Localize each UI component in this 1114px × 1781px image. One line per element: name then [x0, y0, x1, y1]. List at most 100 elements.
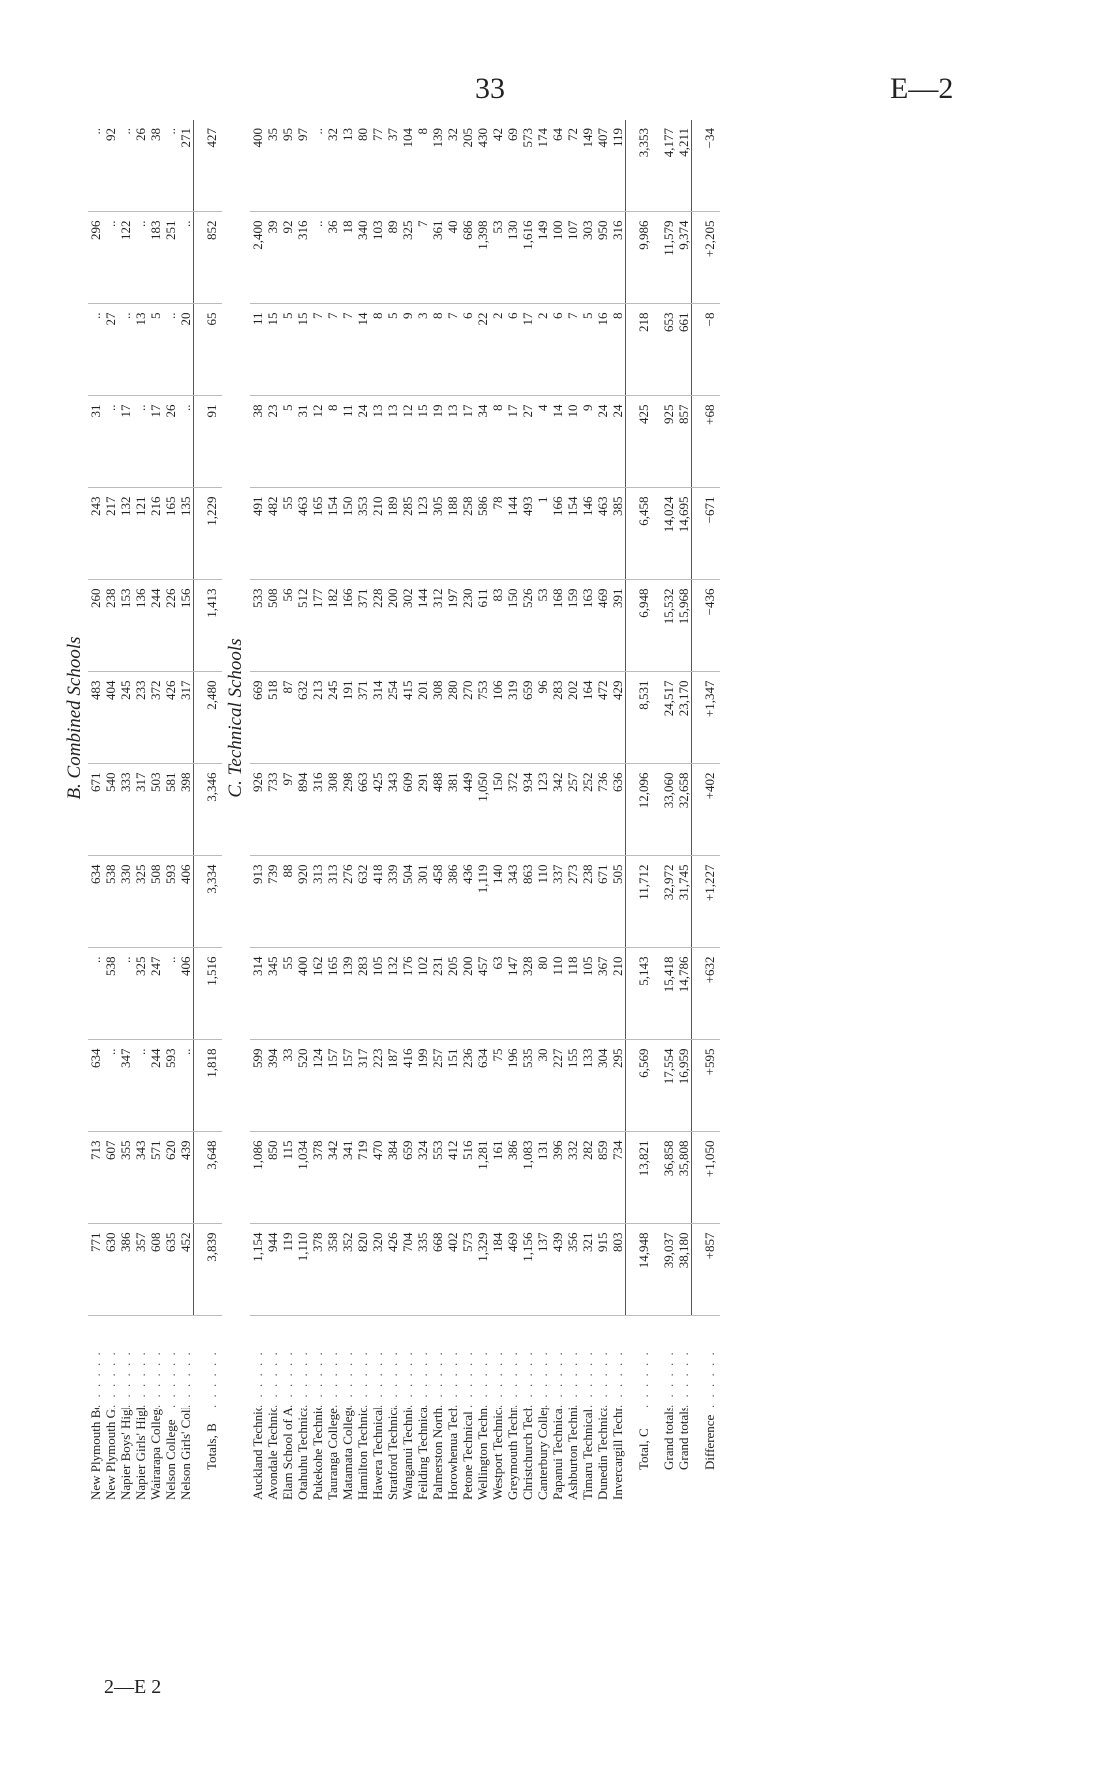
value-cell: 488 [429, 764, 445, 856]
value-cell: 254 [384, 672, 400, 764]
value-cell: 78 [489, 488, 505, 580]
value-cell: 314 [369, 672, 385, 764]
value-cell: 482 [264, 488, 280, 580]
value-cell: .. [118, 948, 133, 1040]
value-cell: 18 [339, 212, 355, 304]
spacer [625, 488, 633, 580]
dot-leader: . . . . . . [369, 1350, 385, 1408]
value-cell: 713 [88, 1132, 103, 1224]
value-cell: 217 [103, 488, 118, 580]
value-cell: 15,532 [661, 580, 676, 672]
value-cell: 553 [429, 1132, 445, 1224]
value-cell: 244 [148, 1040, 163, 1132]
value-cell: 6 [504, 304, 520, 396]
value-cell: 105 [579, 948, 595, 1040]
value-cell: 503 [148, 764, 163, 856]
value-cell: 308 [324, 764, 340, 856]
value-cell: 270 [459, 672, 475, 764]
value-cell: 325 [133, 948, 148, 1040]
row-label: Westport Technical School [489, 1408, 505, 1500]
value-cell: 295 [609, 1040, 625, 1132]
value-cell: 13 [369, 396, 385, 488]
spacer [653, 120, 661, 212]
value-cell: 526 [519, 580, 535, 672]
value-cell: 356 [564, 1224, 580, 1316]
value-cell: .. [163, 120, 178, 212]
value-cell: 343 [504, 856, 520, 948]
spacer [653, 856, 661, 948]
value-cell: 12 [309, 396, 325, 488]
dot-leader: . . . . . . [204, 1350, 219, 1408]
spacer [691, 396, 700, 488]
value-cell: 449 [459, 764, 475, 856]
value-cell: 400 [249, 120, 265, 212]
value-cell: 147 [504, 948, 520, 1040]
value-cell: 630 [103, 1224, 118, 1316]
value-cell: 1 [534, 488, 550, 580]
dot-leader: . . . . . . [429, 1350, 445, 1408]
value-cell: 238 [103, 580, 118, 672]
value-cell: 653 [661, 304, 676, 396]
value-cell: 333 [118, 764, 133, 856]
value-cell: 328 [519, 948, 535, 1040]
dot-leader: . . . . . . [609, 1350, 625, 1408]
value-cell: 504 [399, 856, 415, 948]
table-row: Wellington Technical School. . . . . . 1,… [474, 120, 490, 1500]
value-cell: +857 [699, 1224, 720, 1316]
value-cell: 230 [459, 580, 475, 672]
value-cell: 372 [148, 672, 163, 764]
value-cell: 177 [309, 580, 325, 672]
spacer [653, 672, 661, 764]
dot-leader: . . . . . . [163, 1350, 178, 1408]
value-cell: 196 [504, 1040, 520, 1132]
value-cell: 719 [354, 1132, 370, 1224]
value-cell: 72 [564, 120, 580, 212]
row-label: Matamata College [339, 1408, 355, 1500]
spacer [193, 212, 202, 304]
table-row: Pukekohe Technical School. . . . . . 378 3… [309, 120, 325, 1500]
value-cell: 1,413 [201, 580, 222, 672]
value-cell: +1,227 [699, 856, 720, 948]
value-cell: 635 [163, 1224, 178, 1316]
value-cell: 13 [133, 304, 148, 396]
value-cell: 5 [279, 304, 295, 396]
table-row: Matamata College. . . . . . 352 341 157 139 2… [339, 120, 355, 1500]
value-cell: 4 [534, 396, 550, 488]
row-label: New Plymouth Boys' High School [88, 1408, 103, 1500]
spacer [193, 672, 202, 764]
value-cell: 636 [609, 764, 625, 856]
value-cell: 5 [579, 304, 595, 396]
value-cell: 734 [609, 1132, 625, 1224]
value-cell: 396 [549, 1132, 565, 1224]
value-cell: 271 [178, 120, 194, 212]
table-row: Invercargill Technical School. . . . . .… [609, 120, 625, 1500]
value-cell: 406 [178, 948, 194, 1040]
value-cell: 11 [339, 396, 355, 488]
footer-signature: 2—E 2 [104, 1676, 162, 1698]
value-cell: 252 [579, 764, 595, 856]
spacer [625, 120, 633, 212]
value-cell: 200 [459, 948, 475, 1040]
grand-total-row: Grand totals, 1946. . . . . . 39,037 36,85… [661, 120, 676, 1500]
value-cell: .. [178, 1040, 194, 1132]
row-label: Pukekohe Technical School [309, 1408, 325, 1500]
value-cell: 69 [504, 120, 520, 212]
value-cell: 2,400 [249, 212, 265, 304]
value-cell: 493 [519, 488, 535, 580]
row-label: Totals, B [204, 1423, 219, 1470]
value-cell: 139 [429, 120, 445, 212]
value-cell: 5 [384, 304, 400, 396]
spacer [691, 856, 700, 948]
dot-leader: . . . . . . [414, 1350, 430, 1408]
value-cell: 458 [429, 856, 445, 948]
spacer [625, 1132, 633, 1224]
value-cell: 9,374 [676, 212, 692, 304]
value-cell: 123 [414, 488, 430, 580]
value-cell: 663 [354, 764, 370, 856]
value-cell: 140 [489, 856, 505, 948]
table-row: Avondale Technical School. . . . . . 944 8… [264, 120, 280, 1500]
value-cell: 132 [384, 948, 400, 1040]
value-cell: 154 [564, 488, 580, 580]
value-cell: 119 [279, 1224, 295, 1316]
document-reference: E—2 [890, 72, 954, 105]
